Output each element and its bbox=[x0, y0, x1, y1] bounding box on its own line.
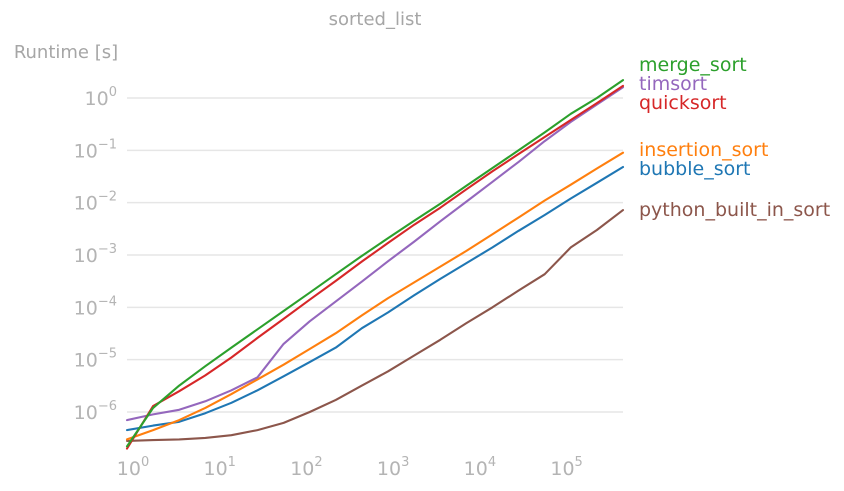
y-tick-label: 10−3 bbox=[74, 242, 117, 267]
legend-label-insertion-sort: insertion_sort bbox=[639, 139, 768, 161]
x-tick-label: 102 bbox=[290, 455, 322, 480]
y-tick-labels: 100 10−1 10−2 10−3 10−4 10−5 10−6 bbox=[74, 85, 117, 424]
legend-label-timsort: timsort bbox=[639, 73, 707, 95]
x-tick-label: 100 bbox=[117, 455, 149, 480]
series-line-python-built-in-sort bbox=[125, 209, 625, 442]
y-tick-label: 10−1 bbox=[74, 137, 117, 162]
series-line-insertion-sort bbox=[125, 151, 625, 441]
series-line-timsort bbox=[125, 86, 625, 422]
series-line-bubble-sort bbox=[125, 165, 625, 432]
legend-label-bubble-sort: bubble_sort bbox=[639, 158, 750, 180]
series-line-quicksort bbox=[125, 84, 625, 450]
x-tick-label: 103 bbox=[377, 455, 409, 480]
y-tick-label: 10−2 bbox=[74, 190, 117, 215]
x-tick-label: 104 bbox=[464, 455, 496, 480]
legend-label-python-built-in-sort: python_built_in_sort bbox=[639, 199, 830, 221]
y-tick-label: 10−6 bbox=[74, 399, 117, 424]
legend-label-quicksort: quicksort bbox=[639, 92, 727, 114]
chart-title: sorted_list bbox=[329, 9, 422, 30]
series-lines bbox=[125, 79, 625, 450]
y-axis-label: Runtime [s] bbox=[14, 42, 118, 63]
y-tick-label: 100 bbox=[85, 85, 117, 110]
grid-lines bbox=[127, 97, 623, 413]
y-tick-label: 10−4 bbox=[74, 294, 117, 319]
series-line-merge-sort bbox=[125, 79, 625, 448]
x-tick-label: 101 bbox=[203, 455, 235, 480]
x-tick-labels: 100 101 102 103 104 105 bbox=[117, 455, 583, 480]
x-tick-label: 105 bbox=[550, 455, 582, 480]
legend-label-merge-sort: merge_sort bbox=[639, 54, 747, 76]
y-tick-label: 10−5 bbox=[74, 347, 117, 372]
